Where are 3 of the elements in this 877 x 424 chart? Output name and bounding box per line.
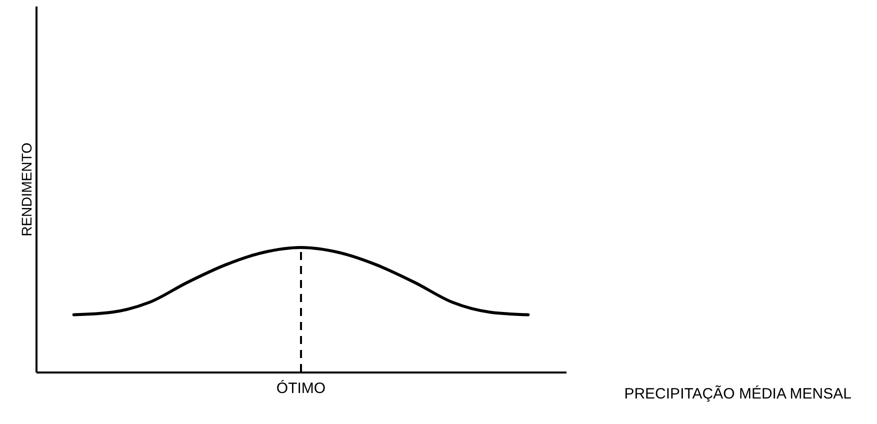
- x-axis-title: PRECIPITAÇÃO MÉDIA MENSAL: [624, 384, 852, 402]
- text: ÓTIMO: [276, 379, 326, 397]
- y-axis-title: RENDIMENTO: [18, 142, 34, 236]
